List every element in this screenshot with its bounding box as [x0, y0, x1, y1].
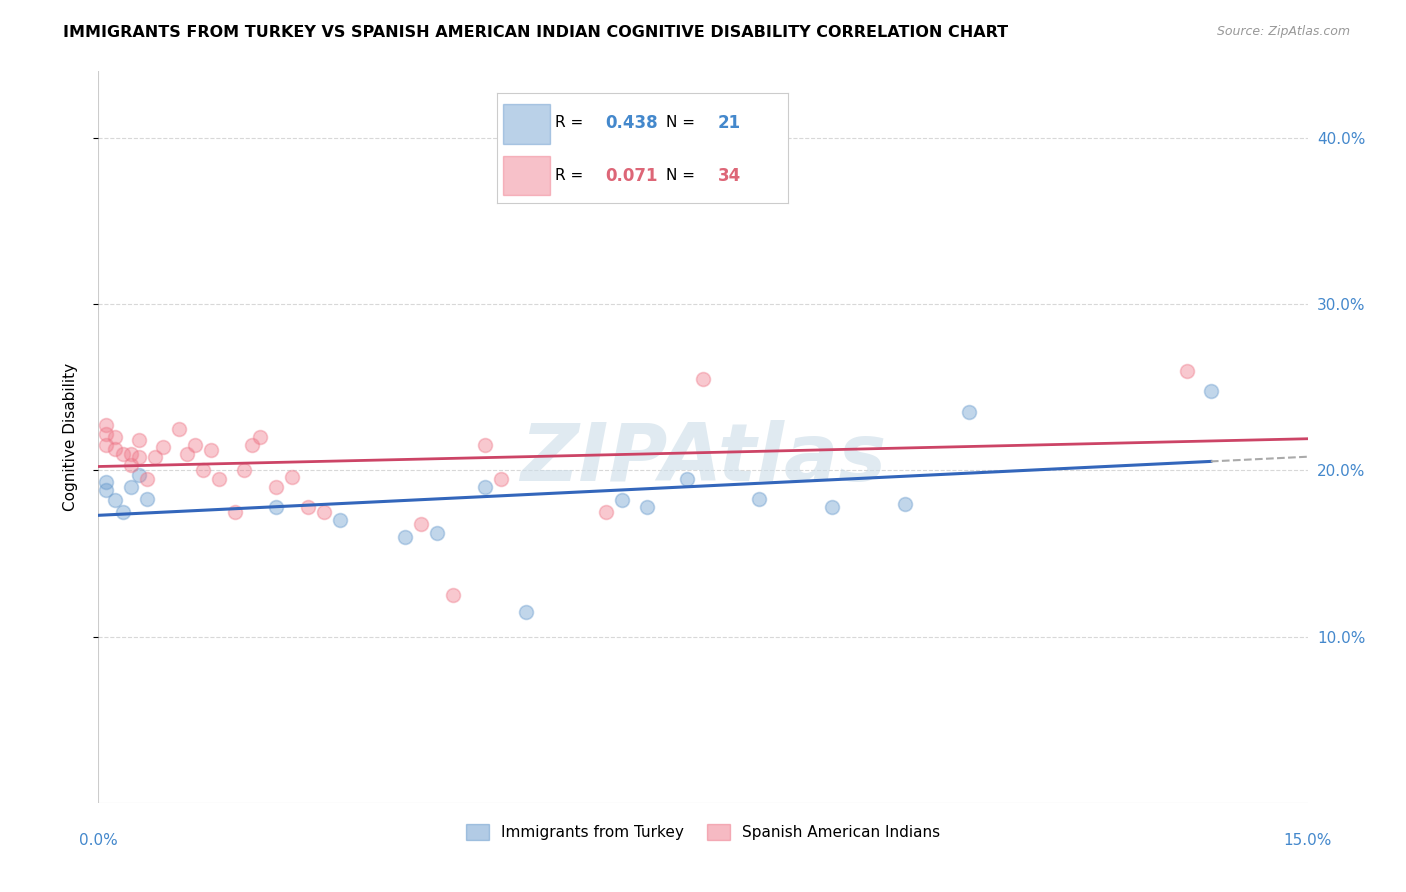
- Point: [264, 480, 287, 494]
- Text: 15.0%: 15.0%: [1284, 833, 1331, 848]
- Point: [297, 500, 319, 514]
- Text: IMMIGRANTS FROM TURKEY VS SPANISH AMERICAN INDIAN COGNITIVE DISABILITY CORRELATI: IMMIGRANTS FROM TURKEY VS SPANISH AMERIC…: [63, 25, 1008, 40]
- Point: [676, 472, 699, 486]
- Point: [96, 438, 118, 452]
- Point: [491, 472, 513, 486]
- Point: [135, 491, 157, 506]
- Point: [409, 516, 432, 531]
- Point: [264, 500, 287, 514]
- Point: [128, 434, 150, 448]
- Point: [474, 438, 496, 452]
- Point: [441, 588, 464, 602]
- Point: [474, 480, 496, 494]
- Point: [128, 468, 150, 483]
- Point: [200, 443, 222, 458]
- Point: [748, 491, 770, 506]
- Point: [1199, 384, 1222, 398]
- Point: [240, 438, 263, 452]
- Point: [128, 450, 150, 464]
- Text: Source: ZipAtlas.com: Source: ZipAtlas.com: [1216, 25, 1350, 38]
- Point: [96, 475, 118, 489]
- Point: [103, 430, 125, 444]
- Point: [193, 463, 215, 477]
- Point: [96, 483, 118, 498]
- Point: [394, 530, 416, 544]
- Point: [103, 493, 125, 508]
- Point: [515, 605, 537, 619]
- Point: [893, 497, 915, 511]
- Point: [249, 430, 271, 444]
- Point: [120, 458, 142, 473]
- Point: [821, 500, 844, 514]
- Point: [96, 418, 118, 433]
- Point: [595, 505, 617, 519]
- Point: [111, 505, 134, 519]
- Point: [329, 513, 352, 527]
- Point: [143, 450, 166, 464]
- Point: [111, 447, 134, 461]
- Point: [692, 372, 714, 386]
- Text: 0.0%: 0.0%: [79, 833, 118, 848]
- Point: [957, 405, 980, 419]
- Point: [135, 472, 157, 486]
- Point: [232, 463, 254, 477]
- Point: [1175, 363, 1198, 377]
- Text: ZIPAtlas: ZIPAtlas: [520, 420, 886, 498]
- Point: [120, 480, 142, 494]
- Point: [224, 505, 246, 519]
- Point: [208, 472, 231, 486]
- Point: [167, 422, 190, 436]
- Point: [103, 442, 125, 456]
- Y-axis label: Cognitive Disability: Cognitive Disability: [63, 363, 77, 511]
- Point: [176, 447, 198, 461]
- Point: [184, 438, 207, 452]
- Point: [96, 426, 118, 441]
- Point: [120, 447, 142, 461]
- Point: [636, 500, 658, 514]
- Legend: Immigrants from Turkey, Spanish American Indians: Immigrants from Turkey, Spanish American…: [460, 818, 946, 847]
- Point: [314, 505, 336, 519]
- Point: [281, 470, 304, 484]
- Point: [152, 440, 174, 454]
- Point: [612, 493, 634, 508]
- Point: [426, 526, 449, 541]
